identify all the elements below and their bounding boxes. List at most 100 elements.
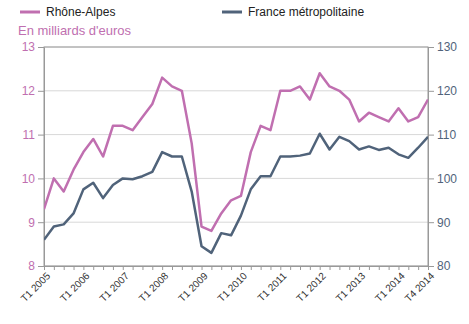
tick [103, 266, 104, 270]
tick [64, 266, 65, 270]
tick-mark [339, 266, 340, 270]
tick: 120 [428, 84, 457, 98]
tick [133, 266, 134, 270]
tick: T1 2006 [58, 266, 92, 304]
tick-mark [241, 266, 242, 270]
tick-mark [330, 266, 331, 270]
tick [379, 266, 380, 270]
tick [74, 266, 75, 270]
tick-mark [379, 266, 380, 270]
tick: T1 2013 [334, 266, 368, 304]
legend-item: France métropolitaine [222, 5, 364, 19]
tick [369, 266, 370, 270]
tick-label: 9 [28, 216, 35, 230]
legend: Rhône-AlpesFrance métropolitaine [20, 5, 364, 19]
tick [93, 266, 94, 270]
tick [339, 266, 340, 270]
tick [142, 266, 143, 270]
tick-label: T1 2011 [255, 270, 289, 304]
legend-label: France métropolitaine [248, 5, 364, 19]
tick: T1 2008 [137, 266, 171, 304]
legend-swatch [20, 11, 40, 14]
tick [389, 266, 390, 270]
tick [418, 266, 419, 270]
tick-mark [172, 266, 173, 270]
tick [300, 266, 301, 270]
tick-label: 11 [23, 128, 36, 142]
tick-label: T1 2014 [373, 270, 407, 304]
y2-axis: 80 90 100 110 120 130 [428, 40, 457, 273]
tick: 8 [28, 259, 44, 273]
x-axis: T1 2005T1 2006T1 2007T1 2008T1 2009T1 20… [19, 266, 437, 304]
tick-mark [428, 91, 434, 92]
tick [152, 266, 153, 270]
tick: 80 [428, 259, 451, 273]
tick: 110 [428, 128, 456, 142]
tick: T1 2012 [294, 266, 328, 304]
tick: T1 2005 [19, 266, 53, 304]
tick-mark [38, 222, 44, 223]
tick-label: 12 [22, 84, 36, 98]
tick-label: T4 2014 [403, 270, 437, 304]
tick [231, 266, 232, 270]
tick-label: T1 2007 [97, 270, 131, 304]
tick-mark [192, 266, 193, 270]
legend-swatch [222, 11, 242, 14]
y-axis: 8 9 10 11 12 13 [22, 40, 45, 273]
axis-line [45, 266, 429, 267]
tick: 130 [428, 40, 457, 54]
tick-mark [349, 266, 350, 270]
tick-mark [270, 266, 271, 270]
tick-mark [428, 266, 429, 270]
tick [408, 266, 409, 270]
tick-label: 8 [28, 259, 35, 273]
tick [221, 266, 222, 270]
tick-mark [103, 266, 104, 270]
tick-label: 120 [437, 84, 457, 98]
tick [172, 266, 173, 270]
tick [54, 266, 55, 270]
tick: 10 [22, 172, 44, 186]
tick: 9 [28, 216, 44, 230]
tick-mark [369, 266, 370, 270]
tick-label: 110 [437, 128, 456, 142]
tick-mark [398, 266, 399, 270]
tick-mark [64, 266, 65, 270]
tick-mark [408, 266, 409, 270]
tick: 11 [23, 128, 44, 142]
tick-label: T1 2010 [215, 270, 249, 304]
tick-mark [38, 47, 44, 48]
tick [349, 266, 350, 270]
grid-line [44, 222, 428, 223]
tick-mark [202, 266, 203, 270]
axis-line [44, 48, 45, 267]
tick: T1 2010 [215, 266, 249, 304]
tick-mark [54, 266, 55, 270]
tick-mark [251, 266, 252, 270]
tick-mark [428, 135, 434, 136]
plot-frame [44, 47, 428, 266]
tick-label: 100 [437, 172, 457, 186]
tick-label: 13 [22, 40, 36, 54]
tick-mark [320, 266, 321, 270]
grid [44, 47, 428, 266]
tick-mark [182, 266, 183, 270]
tick [261, 266, 262, 270]
tick [310, 266, 311, 270]
tick: T1 2007 [97, 266, 131, 304]
tick [113, 266, 114, 270]
tick-label: 130 [437, 40, 457, 54]
tick: 90 [428, 216, 451, 230]
tick-label: T1 2005 [19, 270, 53, 304]
axis-line [428, 48, 429, 267]
tick-mark [38, 91, 44, 92]
tick-label: T1 2013 [334, 270, 368, 304]
tick-mark [38, 135, 44, 136]
grid-line [44, 178, 428, 179]
tick-mark [142, 266, 143, 270]
tick [211, 266, 212, 270]
tick-mark [428, 222, 434, 223]
tick-mark [310, 266, 311, 270]
tick-mark [428, 47, 434, 48]
tick [251, 266, 252, 270]
